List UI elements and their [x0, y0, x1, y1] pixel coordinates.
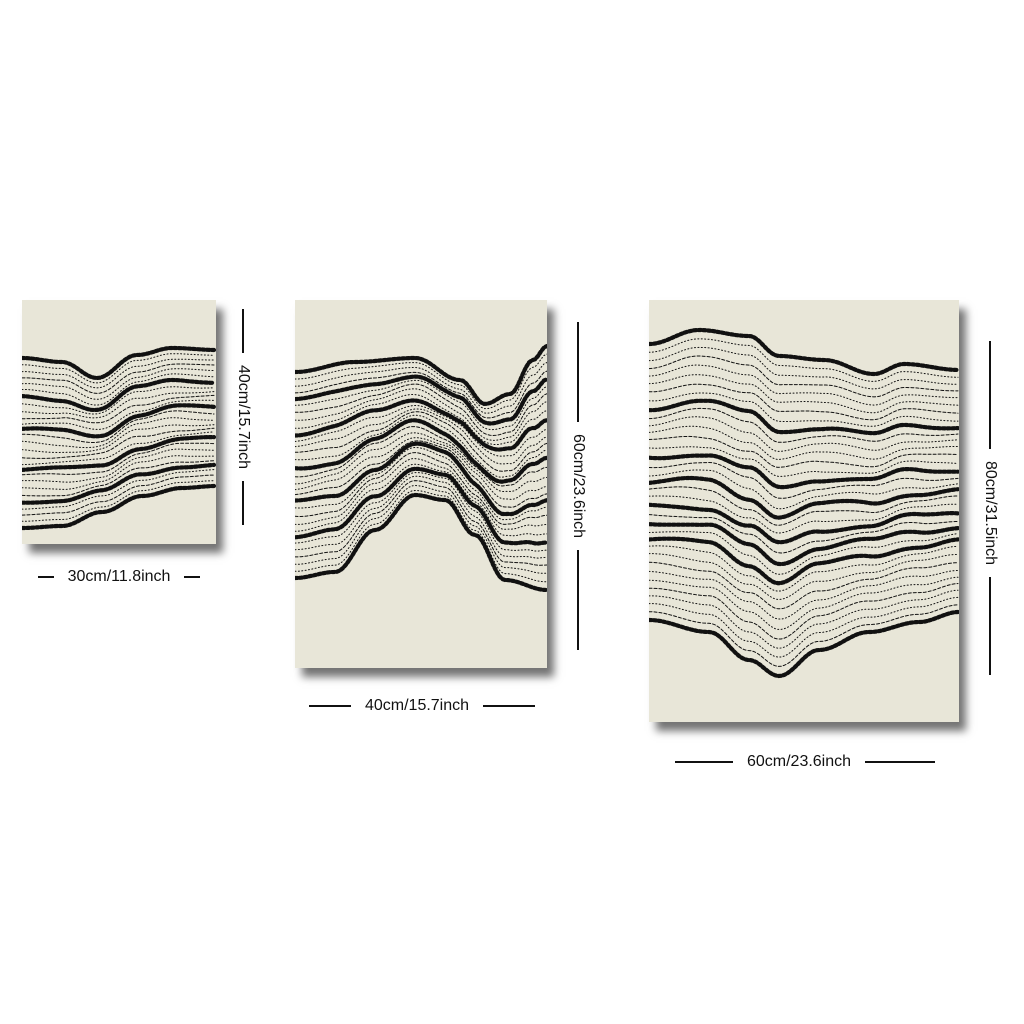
dimension-line: [577, 550, 579, 651]
dimension-line: [989, 577, 991, 676]
width-label-medium: 40cm/15.7inch: [364, 697, 470, 714]
wave-art-large: [649, 300, 959, 722]
width-label-small: 30cm/11.8inch: [67, 568, 171, 585]
dimension-line: [242, 308, 244, 353]
width-dimension-large: 60cm/23.6inch: [652, 752, 958, 772]
dimension-line: [308, 705, 351, 707]
dimension-line: [989, 340, 991, 449]
width-label-large: 60cm/23.6inch: [746, 753, 852, 770]
dimension-line: [674, 761, 733, 763]
height-label-medium: 60cm/23.6inch: [570, 433, 587, 539]
height-dimension-large: 80cm/31.5inch: [980, 294, 1000, 722]
height-label-large: 80cm/31.5inch: [982, 460, 999, 566]
wave-art-small: [22, 300, 216, 544]
height-label-small: 40cm/15.7inch: [235, 364, 252, 470]
dimension-line: [865, 761, 936, 763]
dimension-line: [242, 481, 244, 526]
dimension-line: [37, 576, 54, 578]
canvas-print-small: [22, 300, 216, 544]
height-dimension-small: 40cm/15.7inch: [233, 292, 253, 542]
dimension-line: [577, 321, 579, 422]
width-dimension-medium: 40cm/15.7inch: [297, 696, 547, 716]
width-dimension-small: 30cm/11.8inch: [22, 567, 216, 587]
canvas-print-large: [649, 300, 959, 722]
wave-art-medium: [295, 300, 547, 668]
dimension-line: [184, 576, 201, 578]
canvas-print-medium: [295, 300, 547, 668]
dimension-line: [483, 705, 536, 707]
height-dimension-medium: 60cm/23.6inch: [568, 292, 588, 680]
